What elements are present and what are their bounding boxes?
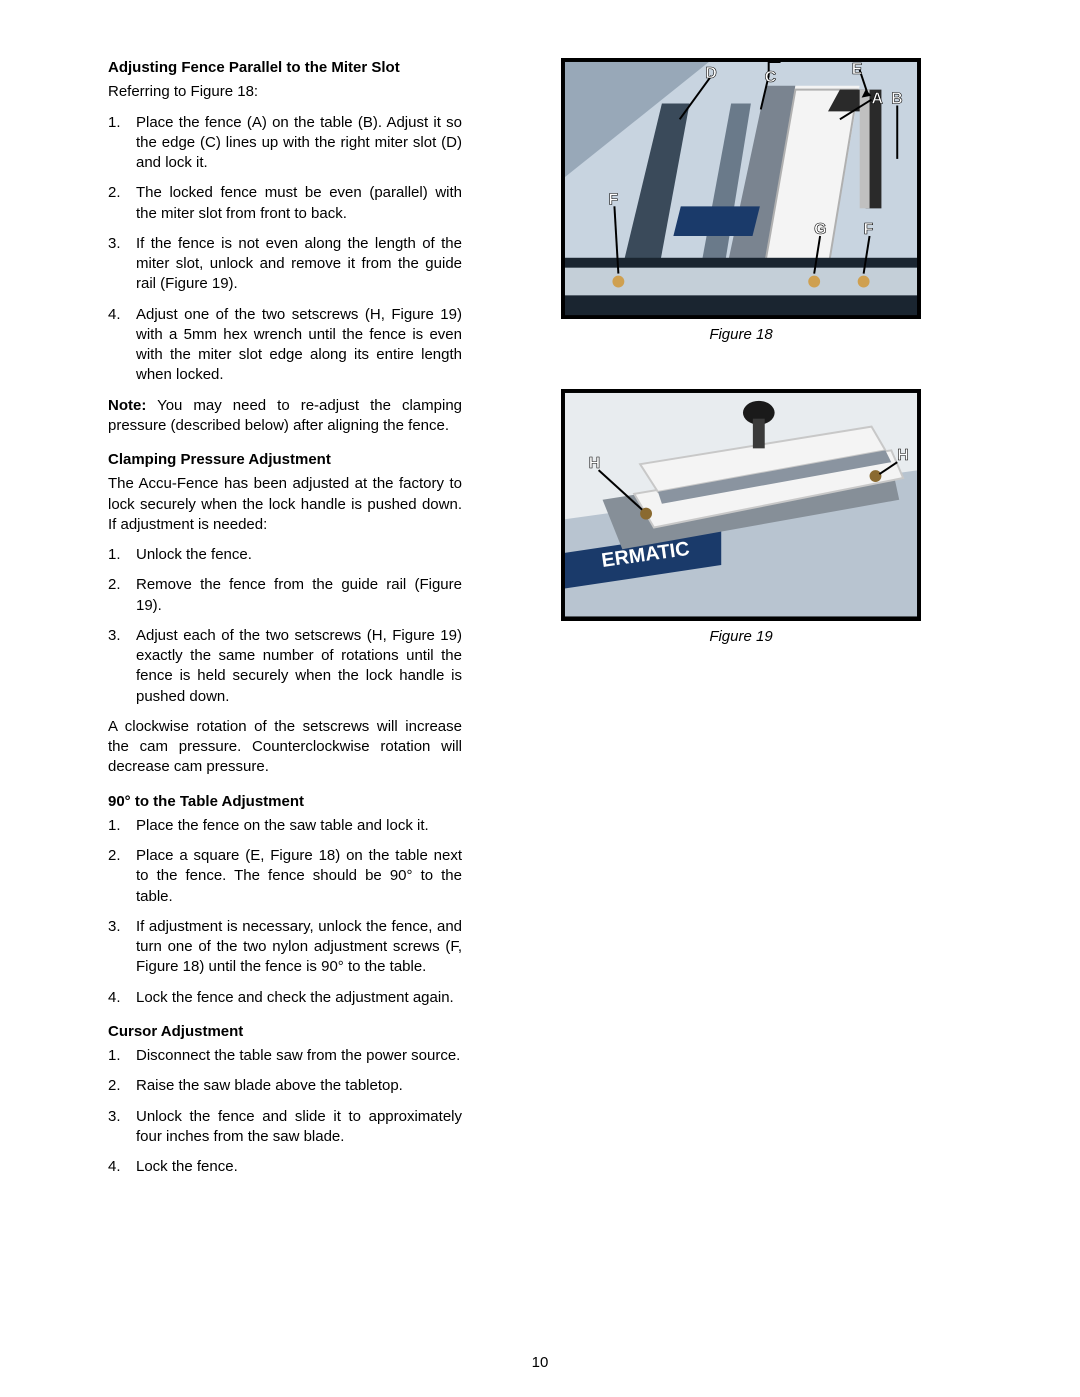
svg-text:H: H (589, 455, 600, 472)
heading-adjusting-fence: Adjusting Fence Parallel to the Miter Sl… (108, 58, 462, 78)
svg-text:F: F (608, 191, 618, 208)
svg-text:A: A (872, 91, 883, 108)
sec4-list: 1.Disconnect the table saw from the powe… (108, 1046, 462, 1177)
heading-90deg: 90° to the Table Adjustment (108, 792, 462, 812)
figure-19-image: ERMATIC H H (561, 389, 921, 620)
list-item: 3.Unlock the fence and slide it to appro… (108, 1107, 462, 1148)
figure-19-caption: Figure 19 (709, 627, 772, 647)
list-item: 2.Place a square (E, Figure 18) on the t… (108, 846, 462, 907)
svg-text:F: F (864, 221, 874, 238)
figure-18-caption: Figure 18 (709, 325, 772, 345)
sec2-outro: A clockwise rotation of the setscrews wi… (108, 717, 462, 778)
list-item: 3.If adjustment is necessary, unlock the… (108, 917, 462, 978)
list-item: 1.Unlock the fence. (108, 545, 462, 565)
figure-19: ERMATIC H H (561, 389, 921, 647)
sec1-note: Note: You may need to re-adjust the clam… (108, 396, 462, 437)
list-item: 1.Place the fence on the saw table and l… (108, 816, 462, 836)
right-column: D C E A B F (510, 58, 972, 1187)
sec2-intro: The Accu-Fence has been adjusted at the … (108, 474, 462, 535)
svg-text:C: C (765, 69, 776, 86)
sec3-list: 1.Place the fence on the saw table and l… (108, 816, 462, 1008)
list-item: 2.Raise the saw blade above the tabletop… (108, 1076, 462, 1096)
list-item: 4.Lock the fence and check the adjustmen… (108, 988, 462, 1008)
page-number: 10 (532, 1353, 549, 1373)
list-item: 3.Adjust each of the two setscrews (H, F… (108, 626, 462, 707)
sec1-intro: Referring to Figure 18: (108, 82, 462, 102)
svg-text:E: E (852, 61, 863, 78)
svg-text:G: G (814, 221, 826, 238)
list-item: 3.If the fence is not even along the len… (108, 234, 462, 295)
sec1-list: 1.Place the fence (A) on the table (B). … (108, 113, 462, 386)
left-column: Adjusting Fence Parallel to the Miter Sl… (108, 58, 462, 1187)
list-item: 2.Remove the fence from the guide rail (… (108, 575, 462, 616)
list-item: 4.Adjust one of the two setscrews (H, Fi… (108, 305, 462, 386)
svg-text:D: D (705, 65, 716, 82)
list-item: 1.Disconnect the table saw from the powe… (108, 1046, 462, 1066)
figure-18: D C E A B F (561, 58, 921, 345)
list-item: 1.Place the fence (A) on the table (B). … (108, 113, 462, 174)
list-item: 4.Lock the fence. (108, 1157, 462, 1177)
heading-cursor: Cursor Adjustment (108, 1022, 462, 1042)
figure-18-image: D C E A B F (561, 58, 921, 319)
list-item: 2.The locked fence must be even (paralle… (108, 183, 462, 224)
sec2-list: 1.Unlock the fence. 2.Remove the fence f… (108, 545, 462, 707)
svg-text:H: H (897, 448, 908, 465)
heading-clamping: Clamping Pressure Adjustment (108, 450, 462, 470)
svg-text:B: B (891, 91, 902, 108)
